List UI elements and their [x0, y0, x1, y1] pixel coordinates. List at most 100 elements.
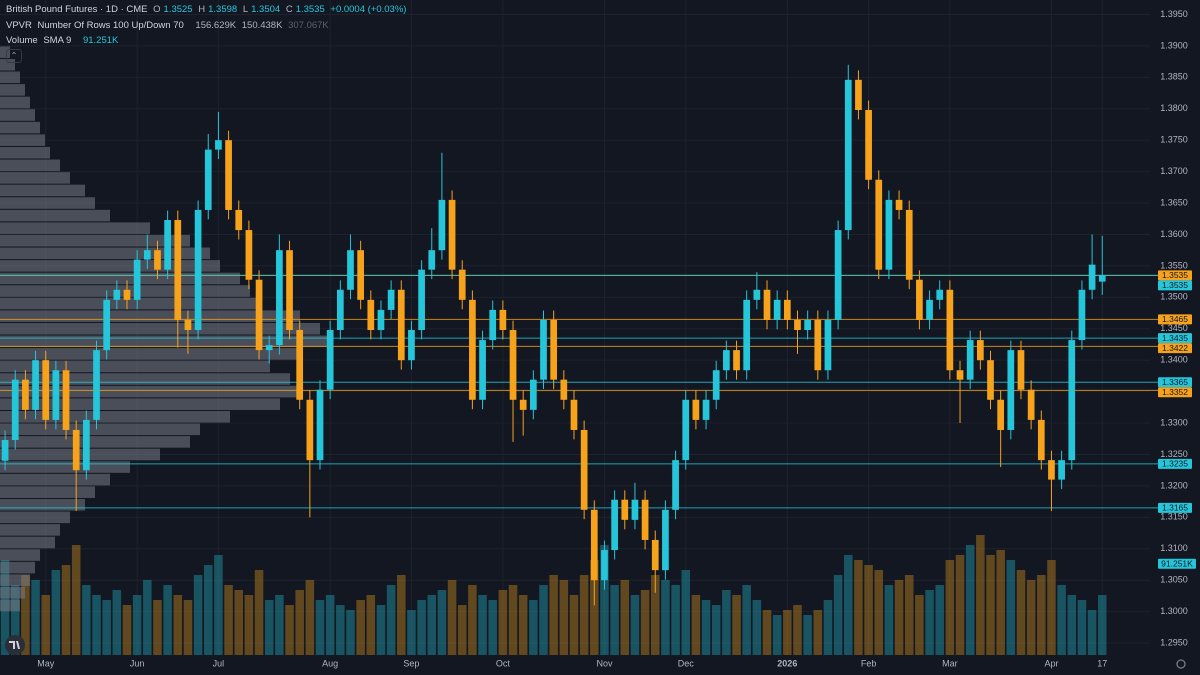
- x-tick-label: Jun: [130, 658, 145, 668]
- profile-bar: [0, 260, 220, 272]
- y-tick-label: 1.3250: [1160, 449, 1188, 459]
- volume-bar: [457, 605, 467, 655]
- collapse-button[interactable]: ⌃: [6, 49, 22, 63]
- settings-icon[interactable]: [1176, 659, 1186, 669]
- volume-bar: [1026, 580, 1036, 655]
- candle-body: [347, 250, 354, 290]
- candle-body: [956, 370, 964, 380]
- profile-bar: [0, 134, 45, 146]
- volume-bar: [518, 595, 528, 655]
- change: +0.0004 (+0.03%): [330, 4, 407, 15]
- volume-bar: [82, 585, 91, 655]
- candle-body: [82, 419, 90, 471]
- profile-bar: [0, 71, 20, 84]
- indicator-name: Volume: [6, 35, 38, 46]
- candle-body: [72, 429, 80, 471]
- volume-bar: [1057, 585, 1066, 655]
- candle-body: [580, 429, 588, 510]
- candle-body: [692, 399, 700, 420]
- candle-body: [804, 319, 811, 331]
- volume-bar: [722, 590, 731, 655]
- y-tick-label: 1.3550: [1160, 260, 1188, 270]
- price-tag-box: [1158, 377, 1192, 388]
- price-tag: 1.3352: [1158, 387, 1192, 398]
- y-tick-label: 1.3300: [1160, 417, 1188, 427]
- profile-bar: [0, 498, 85, 511]
- volume-bar: [671, 585, 680, 655]
- volume-bar: [183, 600, 193, 655]
- volume-bar: [1047, 560, 1056, 655]
- volume-bar: [214, 555, 223, 655]
- candle-body: [469, 299, 476, 400]
- volume-bar: [407, 610, 416, 655]
- indicator-params: SMA 9: [43, 35, 72, 46]
- volume-bar: [976, 535, 985, 655]
- x-tick-label: Nov: [596, 658, 613, 668]
- volume-bar: [650, 575, 660, 655]
- volume-bar: [1097, 595, 1107, 655]
- volume-bar: [559, 580, 569, 655]
- candle-body: [32, 360, 39, 410]
- profile-bar: [0, 398, 280, 410]
- profile-bar: [0, 348, 300, 360]
- volume-bar: [935, 585, 944, 655]
- volume-bar: [620, 580, 630, 655]
- profile-bar: [0, 599, 20, 612]
- x-tick-label: Apr: [1044, 658, 1058, 668]
- candle-body: [631, 499, 639, 520]
- volume-bar: [234, 590, 244, 655]
- candle-body: [1, 440, 9, 461]
- candle-body: [783, 299, 791, 320]
- candle-body: [326, 330, 334, 390]
- volume-bar: [153, 600, 162, 655]
- volume-bar: [833, 575, 843, 655]
- volume-bar: [427, 595, 437, 655]
- y-tick-label: 1.3000: [1160, 606, 1188, 616]
- x-tick-label: Mar: [942, 658, 958, 668]
- profile-bar: [0, 410, 230, 423]
- volume-bar: [844, 555, 853, 655]
- candle-body: [540, 319, 547, 380]
- volume-bar: [31, 580, 40, 655]
- profile-bar: [0, 473, 110, 486]
- volume-bar: [437, 590, 447, 655]
- legend-vpvr[interactable]: VPVR Number Of Rows 100 Up/Down 70 156.6…: [6, 20, 332, 31]
- candle-body: [895, 199, 903, 210]
- y-tick-label: 1.3400: [1160, 355, 1188, 365]
- volume-bar: [102, 600, 111, 655]
- profile-bar: [0, 461, 130, 473]
- candle-body: [875, 179, 883, 270]
- volume-bar: [793, 605, 802, 655]
- candle-body: [42, 360, 50, 420]
- candle-body: [499, 309, 507, 331]
- volume-bar: [447, 580, 457, 655]
- candle-body: [550, 319, 558, 380]
- candle-body: [276, 250, 283, 346]
- profile-bar: [0, 272, 240, 285]
- x-tick-label: Dec: [678, 658, 695, 668]
- candle-body: [1078, 289, 1086, 341]
- candle-body: [245, 230, 253, 280]
- candle-body: [682, 399, 690, 461]
- candle-body: [174, 220, 182, 320]
- volume-bar: [1087, 610, 1097, 655]
- candle-body: [651, 539, 659, 571]
- candle-body: [225, 140, 232, 210]
- candle-body: [672, 460, 679, 510]
- indicator-readout: 91.251K: [82, 35, 119, 46]
- candle-body: [489, 309, 497, 341]
- ohlc-value: 1.3598: [208, 4, 238, 15]
- volume-bar: [701, 600, 711, 655]
- candle-body: [316, 389, 324, 461]
- legend-volume[interactable]: Volume SMA 9 91.251K: [6, 35, 121, 46]
- candle-body: [1088, 264, 1096, 290]
- indicator-readout: 307.067K: [288, 20, 329, 31]
- candle-body: [428, 250, 436, 270]
- volume-bar: [813, 610, 823, 655]
- volume-bar: [732, 595, 741, 655]
- volume-bar: [254, 570, 264, 655]
- candle-body: [723, 350, 730, 371]
- volume-bar: [894, 580, 904, 655]
- candle-body: [641, 499, 649, 540]
